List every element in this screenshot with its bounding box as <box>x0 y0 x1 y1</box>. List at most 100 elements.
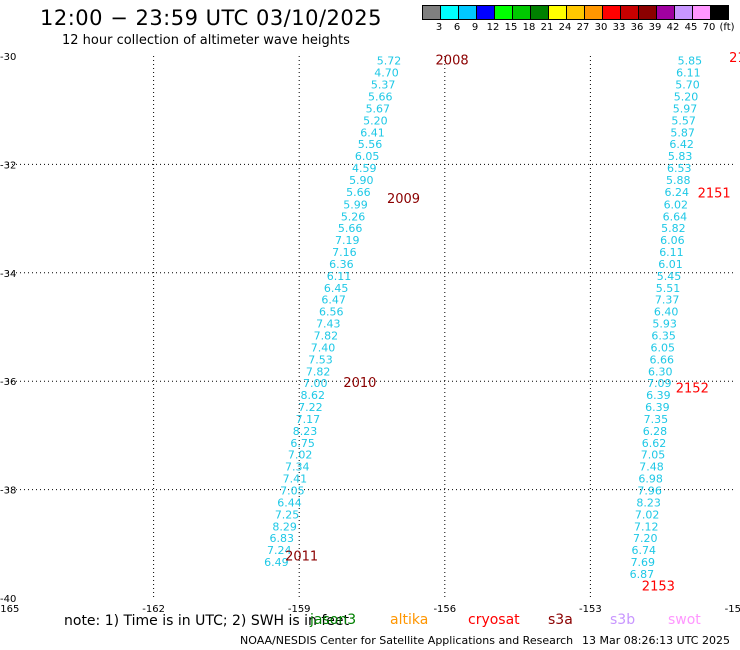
wave-height-value: 5.66 <box>346 186 371 199</box>
wave-height-value: 7.48 <box>639 461 664 474</box>
wave-height-value: 7.82 <box>306 365 331 378</box>
wave-height-value: 5.67 <box>366 102 391 115</box>
axis-labels: -30 -32 -34 -36 -38 -40-165 -162 -159 -156 -153 -1… <box>0 52 740 615</box>
wave-height-value: 7.34 <box>285 461 310 474</box>
track: 5.856.115.705.205.975.575.876.425.836.53… <box>630 55 703 581</box>
scale-label: (ft) <box>719 22 735 33</box>
wave-height-value: 6.39 <box>645 401 670 414</box>
wave-height-value: 7.69 <box>631 556 656 569</box>
scale-label: 45 <box>684 22 698 33</box>
wave-height-value: 5.87 <box>670 126 695 139</box>
footer-credit: NOAA/NESDIS Center for Satellite Applica… <box>240 634 574 647</box>
mission-jason3: jason3 <box>310 612 357 628</box>
wave-height-value: 6.02 <box>664 198 689 211</box>
note-text: note: 1) Time is in UTC; 2) SWH is in fe… <box>64 613 350 629</box>
wave-height-value: 5.37 <box>371 79 396 92</box>
wave-height-value: 7.25 <box>275 508 300 521</box>
wave-height-value: 5.99 <box>343 198 368 211</box>
time-label: 2150 <box>729 51 740 66</box>
map-title: 12:00 − 23:59 UTC 03/10/2025 <box>40 6 383 30</box>
wave-height-value: 6.39 <box>646 389 671 402</box>
wave-height-value: 6.64 <box>663 210 688 223</box>
lat-tick-label: -32 <box>0 160 16 171</box>
wave-height-value: 6.42 <box>669 138 694 151</box>
mission-altika: altika <box>390 612 429 628</box>
scale-label: 33 <box>612 22 626 33</box>
wave-height-value: 6.83 <box>269 532 294 545</box>
wave-height-value: 7.00 <box>303 377 328 390</box>
wave-height-value: 5.72 <box>377 55 402 68</box>
lon-tick-label: -159 <box>288 604 311 615</box>
wave-height-value: 5.83 <box>668 150 693 163</box>
wave-height-value: 6.11 <box>676 67 701 80</box>
wave-height-value: 7.05 <box>641 449 666 462</box>
lon-tick-label: -156 <box>433 604 456 615</box>
scale-label: 42 <box>666 22 680 33</box>
wave-height-value: 7.20 <box>633 532 658 545</box>
time-label: 2011 <box>285 550 318 565</box>
wave-height-value: 6.36 <box>329 258 354 271</box>
scale-label: 27 <box>576 22 590 33</box>
wave-height-value: 7.40 <box>311 341 336 354</box>
wave-height-value: 5.66 <box>368 90 393 103</box>
scale-label: 6 <box>453 22 461 33</box>
scale-label: 24 <box>558 22 572 33</box>
wave-height-value: 4.70 <box>374 67 399 80</box>
time-label: 2010 <box>343 376 376 391</box>
mission-s3a: s3a <box>548 612 573 628</box>
lon-tick-label: -150 <box>725 604 740 615</box>
time-label: 2152 <box>676 382 709 397</box>
wave-height-value: 6.11 <box>659 246 684 259</box>
wave-height-value: 5.70 <box>675 79 700 92</box>
scale-label: 36 <box>630 22 644 33</box>
wave-height-value: 7.05 <box>280 485 305 498</box>
wave-height-value: 6.24 <box>665 186 690 199</box>
map-subtitle: 12 hour collection of altimeter wave hei… <box>62 33 350 48</box>
wave-height-value: 5.26 <box>341 210 366 223</box>
wave-height-value: 5.51 <box>656 282 681 295</box>
wave-height-value: 7.22 <box>298 401 323 414</box>
wave-height-value: 6.56 <box>319 306 344 319</box>
wave-height-value: 5.88 <box>666 174 691 187</box>
scale-label: 15 <box>504 22 518 33</box>
wave-height-value: 6.44 <box>277 496 302 509</box>
wave-height-value: 7.96 <box>637 485 662 498</box>
wave-height-value: 7.12 <box>634 520 659 533</box>
wave-height-value: 6.75 <box>290 437 315 450</box>
wave-height-value: 5.82 <box>661 222 686 235</box>
time-label: 2153 <box>642 579 675 594</box>
time-labels: 2008 2009 2010 2011 2150 2151 2152 2153 <box>285 51 740 594</box>
wave-height-value: 5.45 <box>657 270 682 283</box>
wave-height-value: 6.01 <box>658 258 683 271</box>
wave-height-value: 6.06 <box>660 234 685 247</box>
track: 5.724.705.375.665.675.206.415.566.054.59… <box>264 55 401 569</box>
wave-height-value: 5.20 <box>363 114 388 127</box>
wave-height-value: 7.37 <box>655 294 680 307</box>
wave-height-value: 6.53 <box>667 162 692 175</box>
lon-tick-label: -165 <box>0 604 19 615</box>
scale-label: 18 <box>522 22 536 33</box>
wave-height-value: 7.17 <box>296 413 321 426</box>
wave-height-value: 6.66 <box>649 353 674 366</box>
wave-height-value: 7.53 <box>308 353 333 366</box>
scale-label: 70 <box>702 22 716 33</box>
lon-tick-label: -162 <box>142 604 165 615</box>
wave-height-value: 7.82 <box>314 330 339 343</box>
scale-label: 30 <box>594 22 608 33</box>
scale-label: 9 <box>471 22 479 33</box>
lon-tick-label: -153 <box>579 604 602 615</box>
lat-tick-label: -34 <box>0 269 16 280</box>
satellite-tracks: 5.724.705.375.665.675.206.415.566.054.59… <box>264 55 702 581</box>
wave-height-value: 8.62 <box>301 389 326 402</box>
mission-cryosat: cryosat <box>468 612 520 628</box>
lat-tick-label: -36 <box>0 377 16 388</box>
wave-height-value: 5.85 <box>678 55 703 68</box>
wave-height-value: 5.66 <box>338 222 363 235</box>
scale-swatch <box>710 5 729 20</box>
wave-height-value: 6.30 <box>648 365 673 378</box>
wave-height-value: 6.98 <box>638 473 663 486</box>
wave-height-value: 6.40 <box>654 306 679 319</box>
graticule <box>8 56 736 598</box>
wave-height-value: 6.87 <box>630 568 655 581</box>
